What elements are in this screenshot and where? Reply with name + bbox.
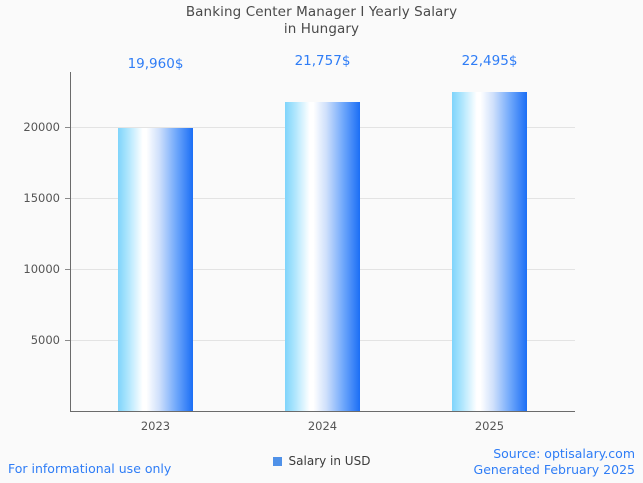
xtick-label-2023: 2023 — [140, 419, 171, 433]
footer-source-block: Source: optisalary.com Generated Februar… — [474, 446, 635, 478]
chart-title-line-2: in Hungary — [283, 21, 360, 37]
legend-swatch-salary-in-usd[interactable] — [272, 456, 282, 466]
ytick-label-20000: 20000 — [23, 120, 60, 134]
y-axis-line — [70, 72, 71, 412]
ytick-label-15000: 15000 — [23, 191, 60, 205]
legend-label-salary-in-usd[interactable]: Salary in USD — [288, 454, 371, 468]
ytick-label-5000: 5000 — [30, 333, 60, 347]
chart-title-line-1: Banking Center Manager I Yearly Salary — [185, 4, 458, 20]
ytick-mark-10000 — [65, 269, 70, 270]
ytick-mark-5000 — [65, 340, 70, 341]
bar-value-2023: 19,960$ — [127, 56, 184, 72]
ytick-mark-15000 — [65, 198, 70, 199]
bar-2024[interactable] — [285, 102, 360, 411]
footer-generated-date: Generated February 2025 — [473, 462, 635, 477]
x-axis-line — [70, 411, 575, 412]
ytick-label-10000: 10000 — [23, 262, 60, 276]
ytick-mark-20000 — [65, 127, 70, 128]
chart-legend: Salary in USD — [0, 454, 643, 468]
bar-value-2025: 22,495$ — [461, 53, 518, 69]
footer-informational-note: For informational use only — [8, 461, 172, 476]
footer-source: Source: optisalary.com — [493, 446, 635, 461]
bar-2023[interactable] — [118, 128, 193, 411]
chart-title: Banking Center Manager I Yearly Salary i… — [0, 4, 643, 38]
xtick-label-2024: 2024 — [307, 419, 338, 433]
bar-value-2024: 21,757$ — [294, 53, 351, 69]
bar-2025[interactable] — [452, 92, 527, 411]
xtick-label-2025: 2025 — [474, 419, 505, 433]
